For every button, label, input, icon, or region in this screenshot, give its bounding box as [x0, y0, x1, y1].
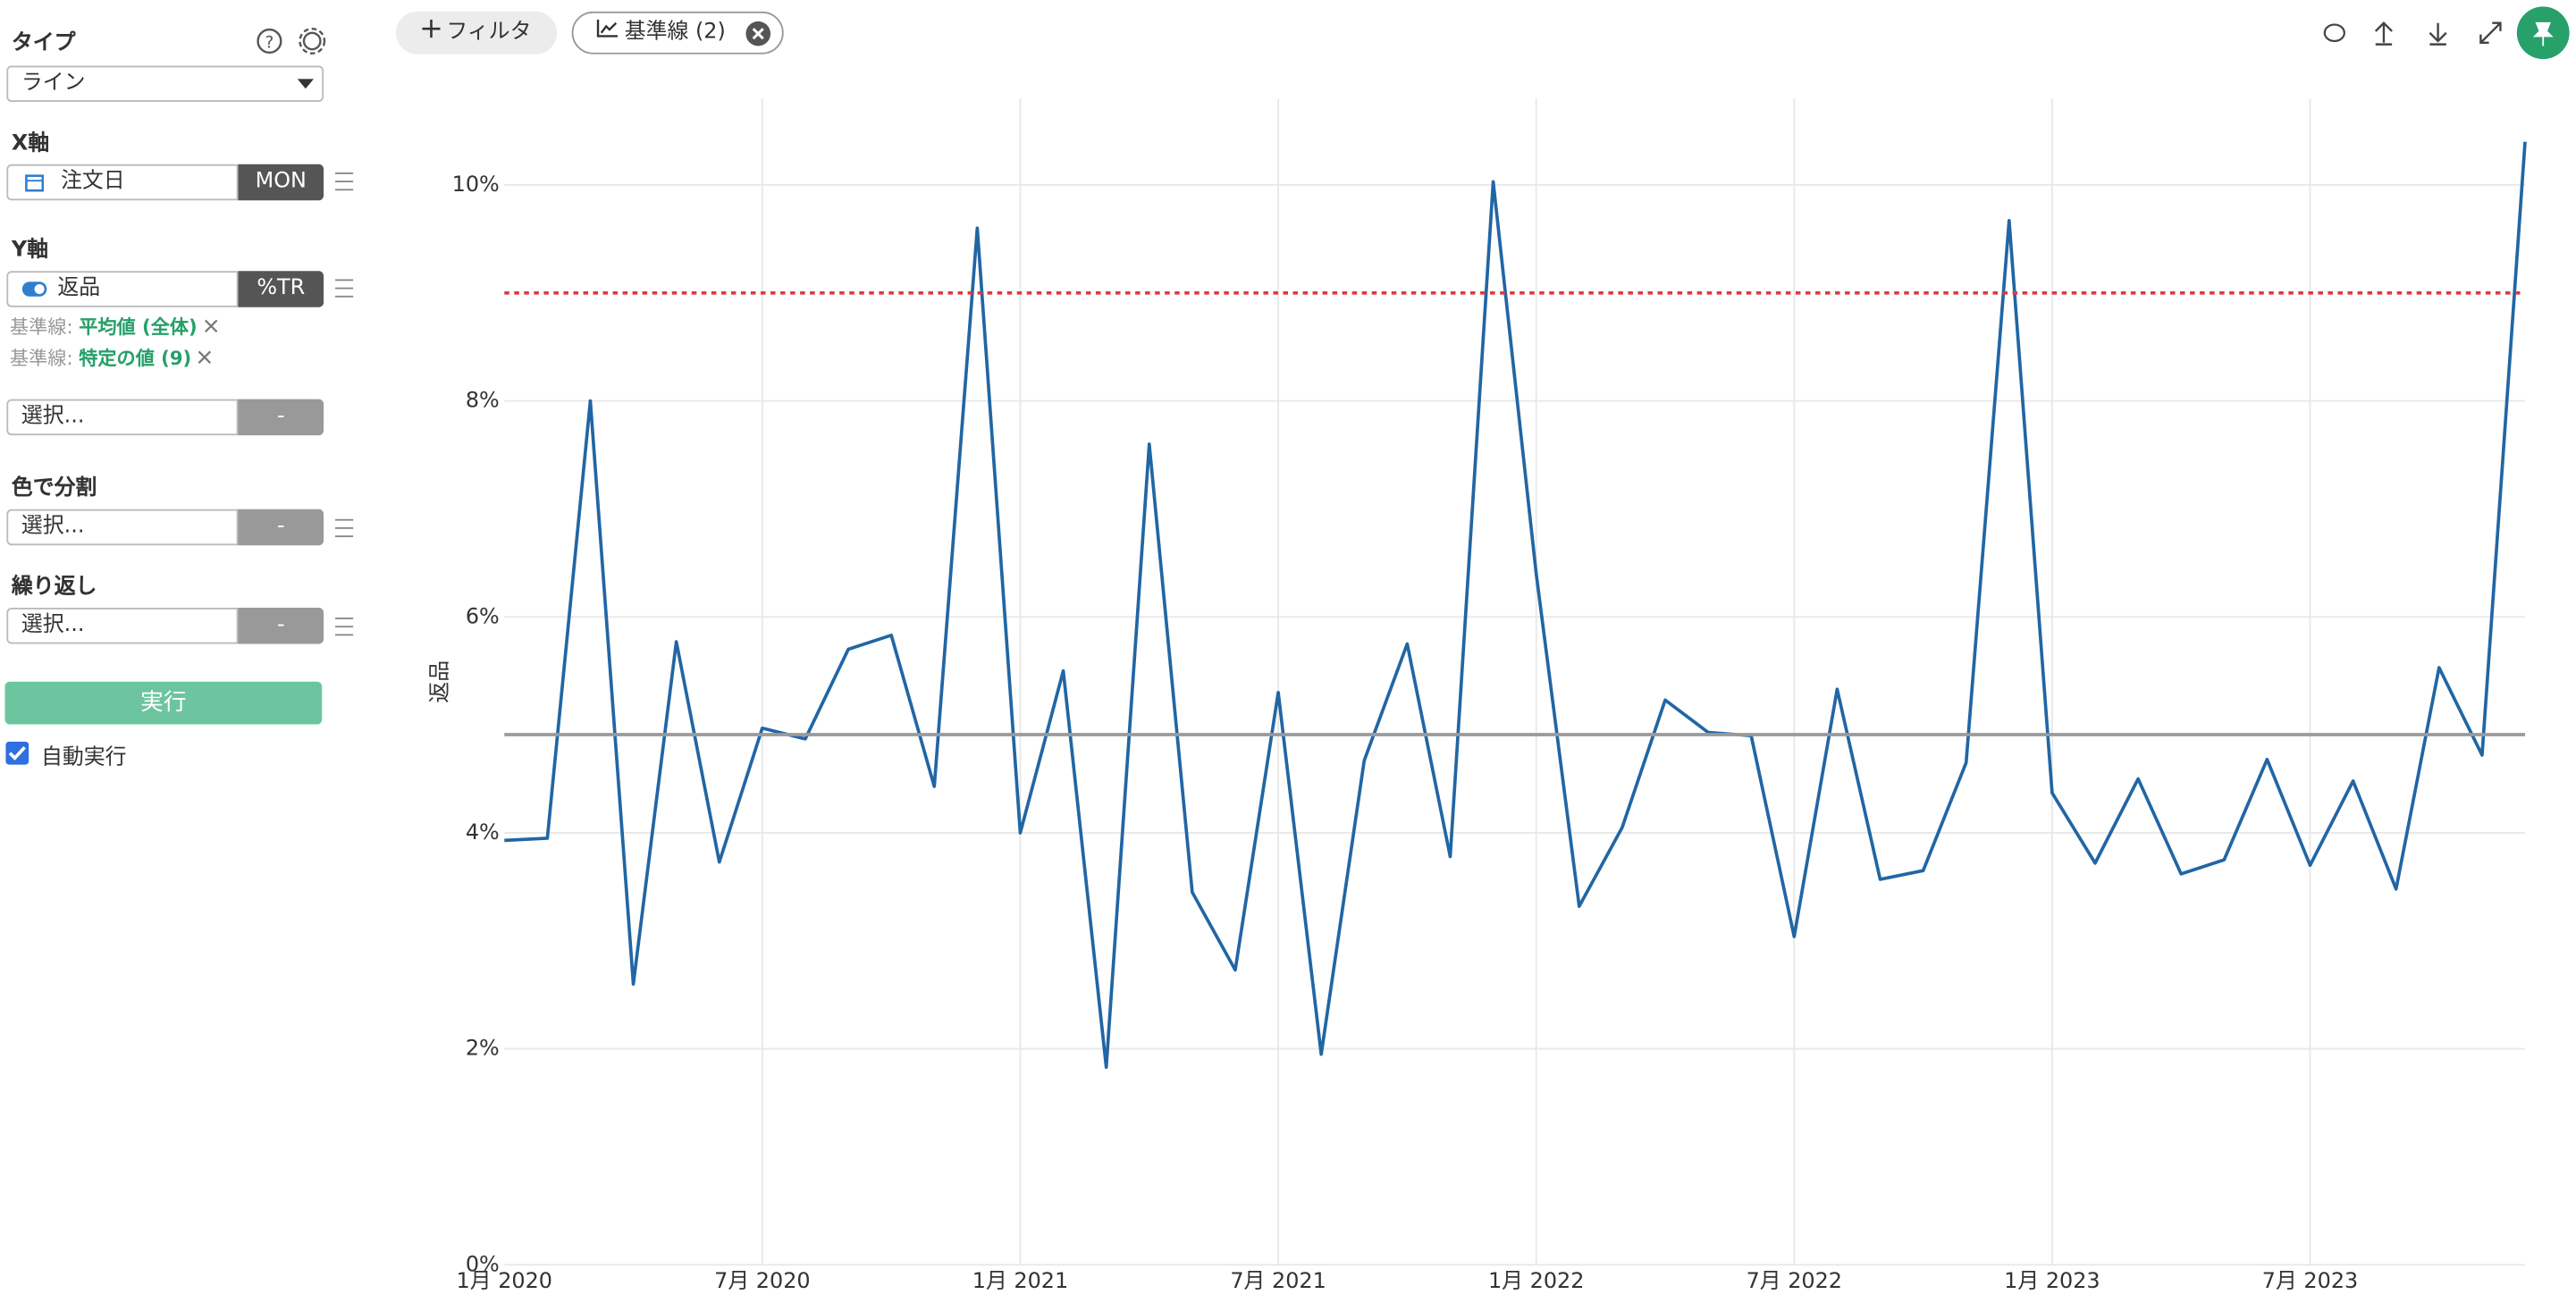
caret	[297, 79, 315, 89]
run-button[interactable]: 実行	[4, 681, 323, 725]
auto-run-checkbox[interactable]	[5, 741, 30, 766]
y-axis-label: Y軸	[11, 238, 49, 264]
ref-prefix: 基準線:	[10, 315, 73, 339]
type-icons: ?	[257, 27, 326, 55]
toggle-icon	[21, 282, 47, 297]
expand-icon[interactable]	[2479, 21, 2502, 44]
color-select[interactable]: 選択...	[6, 509, 239, 546]
ref-line-item: 基準線: 平均値 (全体)	[10, 314, 218, 340]
x-tick-label: 1月 2021	[972, 1268, 1068, 1293]
top-icons	[2323, 6, 2570, 60]
color-agg[interactable]: -	[238, 509, 324, 546]
extra-agg[interactable]: -	[238, 399, 324, 436]
menu-icon[interactable]	[334, 518, 354, 538]
filter-button[interactable]: フィルタ	[395, 11, 558, 55]
reference-button[interactable]: 基準線 (2)	[571, 11, 784, 55]
repeat-select[interactable]: 選択...	[6, 608, 239, 644]
y-agg[interactable]: %TR	[238, 271, 324, 307]
pin-button[interactable]	[2516, 6, 2570, 60]
menu-icon[interactable]	[334, 279, 354, 298]
comment-icon[interactable]	[2323, 23, 2345, 43]
filter-label: フィルタ	[446, 20, 532, 45]
type-select[interactable]: ライン	[6, 65, 324, 102]
x-field-name: 注文日	[61, 169, 125, 194]
chart-icon	[596, 20, 619, 38]
x-tick-label: 1月 2023	[2004, 1268, 2100, 1293]
reference-label: 基準線 (2)	[624, 20, 726, 45]
y-tick-label: 10%	[452, 172, 500, 197]
ref-prefix: 基準線:	[10, 346, 73, 370]
auto-run-label: 自動実行	[40, 745, 127, 771]
x-tick-label: 1月 2022	[1488, 1268, 1584, 1293]
calendar-icon	[25, 174, 45, 192]
menu-icon[interactable]	[334, 618, 354, 636]
repeat-label: 繰り返し	[11, 575, 97, 600]
type-label: タイプ	[11, 30, 76, 56]
y-tick-label: 8%	[466, 388, 500, 413]
remove-icon[interactable]	[745, 21, 771, 46]
download-icon[interactable]	[2429, 22, 2447, 46]
x-tick-label: 7月 2022	[1747, 1268, 1842, 1293]
y-axis-title: 返品	[427, 660, 452, 703]
upload-icon[interactable]	[2374, 21, 2393, 46]
x-agg[interactable]: MON	[238, 164, 324, 201]
remove-icon[interactable]	[203, 319, 218, 334]
x-field[interactable]: 注文日	[6, 164, 239, 201]
y-tick-label: 6%	[466, 603, 500, 628]
y-tick-label: 2%	[466, 1036, 500, 1061]
y-tick-label: 0%	[466, 1251, 500, 1276]
remove-icon[interactable]	[198, 349, 213, 365]
y-field-name: 返品	[57, 275, 101, 301]
menu-icon[interactable]	[334, 172, 354, 191]
x-tick-label: 7月 2020	[714, 1268, 810, 1293]
x-tick-label: 1月 2020	[457, 1268, 552, 1293]
y-field[interactable]: 返品	[6, 271, 239, 307]
data-line	[504, 141, 2527, 1069]
type-value: ライン	[21, 71, 86, 96]
ref-line-item: 基準線: 特定の値 (9)	[10, 345, 212, 371]
plus-icon	[421, 20, 440, 38]
extra-select[interactable]: 選択...	[6, 399, 239, 436]
x-tick-label: 7月 2023	[2262, 1268, 2358, 1293]
x-tick-label: 7月 2021	[1230, 1268, 1326, 1293]
y-tick-label: 4%	[466, 820, 500, 845]
svg-text:?: ?	[265, 33, 274, 52]
ref-name[interactable]: 特定の値 (9)	[79, 346, 192, 370]
color-label: 色で分割	[11, 476, 97, 501]
x-axis-label: X軸	[11, 131, 50, 156]
repeat-agg[interactable]: -	[238, 608, 324, 644]
ref-name[interactable]: 平均値 (全体)	[79, 315, 198, 339]
